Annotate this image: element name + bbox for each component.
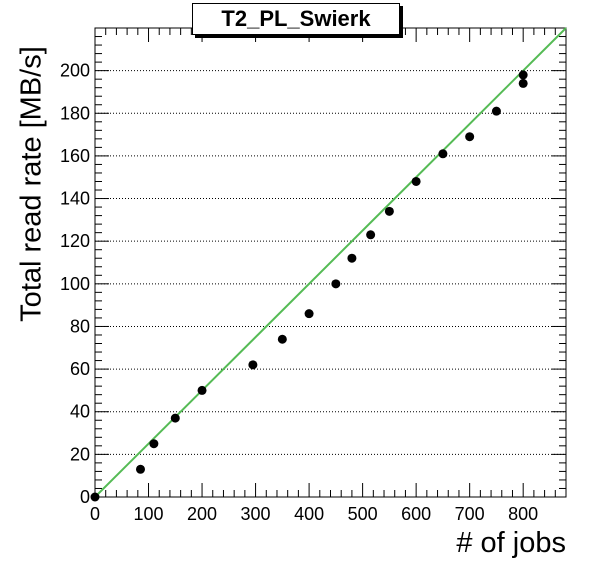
data-point xyxy=(518,78,528,88)
y-tick-label: 160 xyxy=(60,146,90,166)
data-point xyxy=(304,309,314,319)
y-tick-label: 120 xyxy=(60,231,90,251)
data-point xyxy=(149,439,159,449)
data-point xyxy=(135,464,145,474)
x-tick-label: 500 xyxy=(348,504,378,524)
data-point xyxy=(170,413,180,423)
x-tick-label: 400 xyxy=(294,504,324,524)
x-tick-label: 200 xyxy=(187,504,217,524)
x-axis-label: # of jobs xyxy=(456,527,566,559)
data-point xyxy=(277,334,287,344)
data-point xyxy=(411,176,421,186)
data-point xyxy=(491,106,501,116)
y-tick-label: 180 xyxy=(60,103,90,123)
data-point xyxy=(438,149,448,159)
x-tick-label: 0 xyxy=(90,504,100,524)
x-tick-label: 600 xyxy=(401,504,431,524)
y-axis-label: Total read rate [MB/s] xyxy=(15,46,48,322)
data-point xyxy=(331,279,341,289)
chart-title: T2_PL_Swierk xyxy=(192,3,400,35)
x-tick-label: 100 xyxy=(133,504,163,524)
data-point xyxy=(384,206,394,216)
data-point xyxy=(197,385,207,395)
y-tick-label: 140 xyxy=(60,189,90,209)
y-tick-label: 60 xyxy=(70,359,90,379)
y-tick-label: 20 xyxy=(70,444,90,464)
data-point xyxy=(248,360,258,370)
data-point xyxy=(366,230,376,240)
y-tick-label: 100 xyxy=(60,274,90,294)
data-point xyxy=(465,132,475,142)
data-point xyxy=(518,70,528,80)
x-tick-label: 800 xyxy=(508,504,538,524)
y-tick-label: 80 xyxy=(70,316,90,336)
y-tick-label: 200 xyxy=(60,61,90,81)
y-tick-label: 40 xyxy=(70,402,90,422)
x-tick-label: 700 xyxy=(455,504,485,524)
data-point xyxy=(347,253,357,263)
data-point xyxy=(90,492,100,502)
y-tick-label: 0 xyxy=(80,487,90,507)
x-tick-label: 300 xyxy=(241,504,271,524)
fit-line xyxy=(94,27,567,498)
